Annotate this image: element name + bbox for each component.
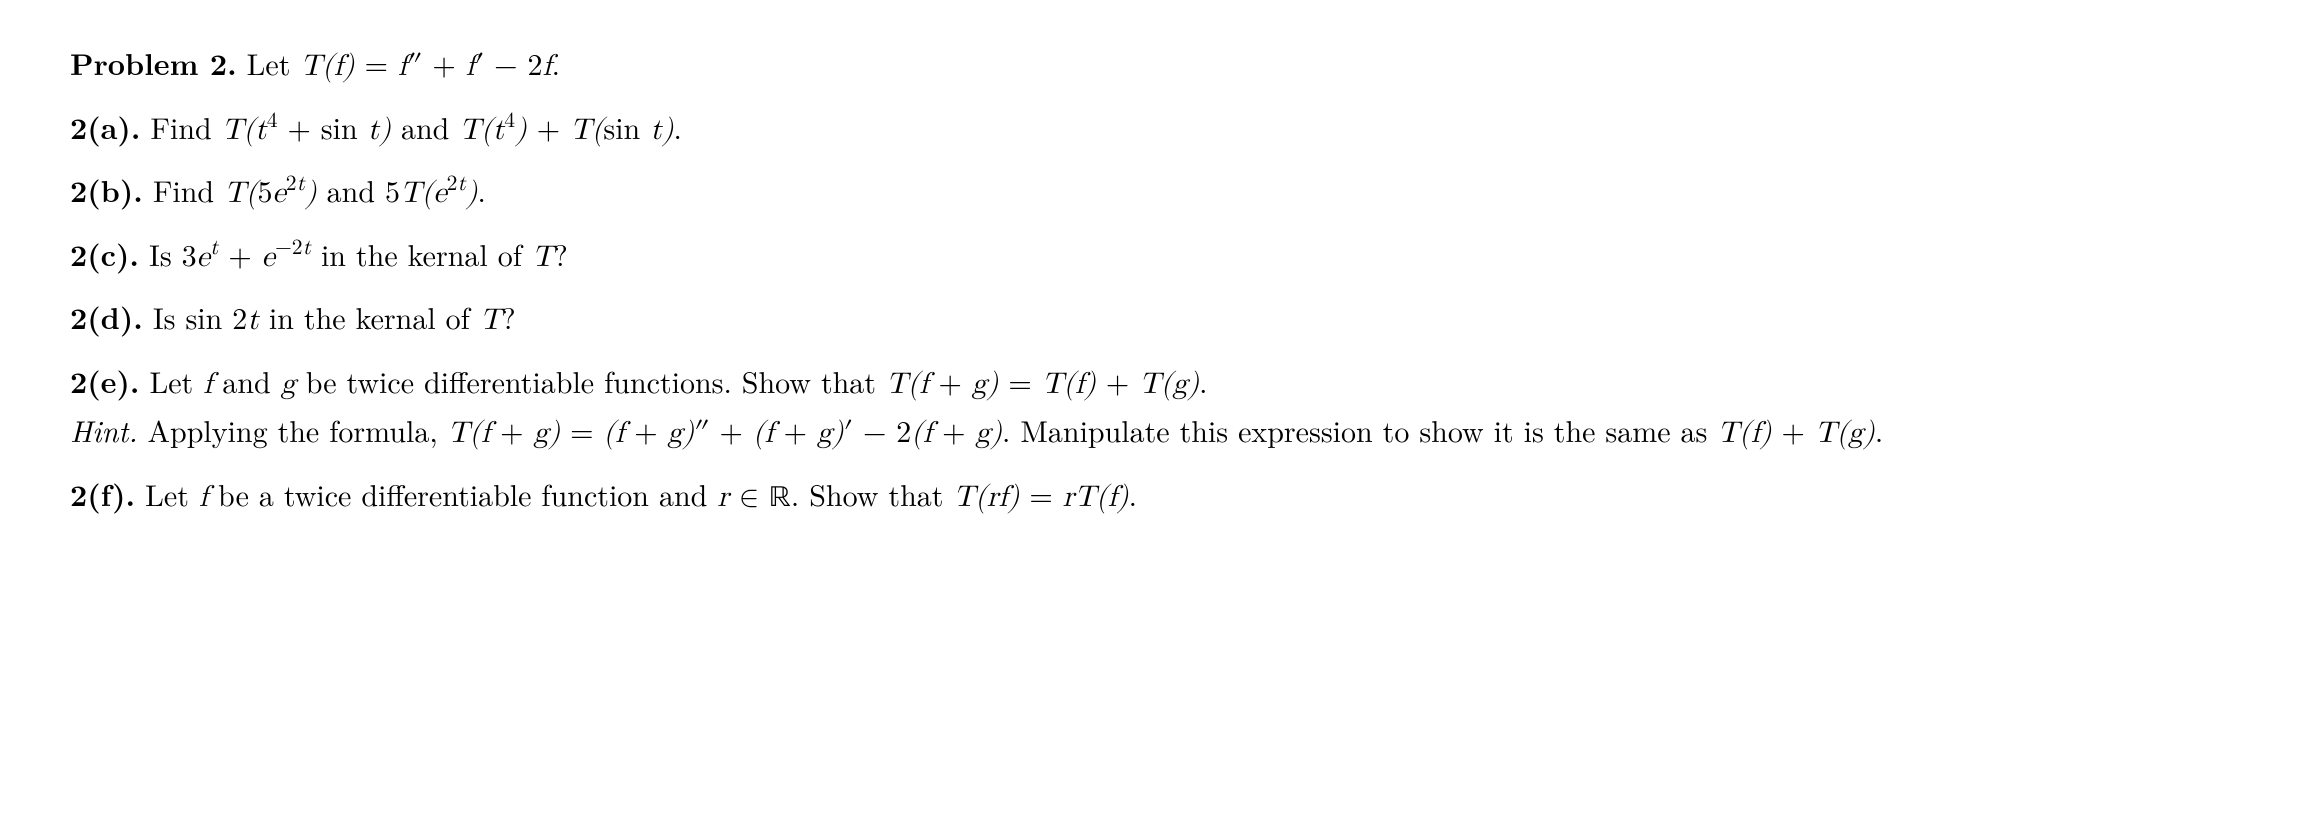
text: be a twice differentiable function and	[208, 472, 717, 515]
text: .	[1875, 408, 1883, 451]
text: .	[674, 105, 682, 148]
part-2e: 2(e). Let f and g be twice differentiabl…	[70, 358, 2228, 457]
math-expr: T(t4) + T(sin t)	[459, 115, 673, 145]
problem-statement: Problem 2. Let T(f) = f″ + f′ − 2f.	[70, 40, 2228, 90]
math-expr: r ∈ ℝ	[717, 482, 791, 512]
operator-T: T	[480, 305, 502, 335]
part-2b: 2(b). Find T(5e2t) and 5T(e2t).	[70, 167, 2228, 217]
problem-math: T(f) = f″ + f′ − 2f	[300, 51, 551, 81]
math-expr: T(f + g) = T(f) + T(g)	[886, 369, 1199, 399]
var-f: f	[199, 482, 208, 512]
part-label: 2(b).	[70, 168, 143, 211]
text: ?	[554, 232, 568, 275]
part-label: 2(c).	[70, 232, 139, 275]
part-label: 2(e).	[70, 359, 139, 402]
part-2d: 2(d). Is sin 2t in the kernal of T?	[70, 294, 2228, 344]
math-expr: T(rf) = rT(f)	[953, 482, 1128, 512]
part-label: 2(a).	[70, 105, 140, 148]
var-g: g	[281, 369, 296, 399]
text: Find	[150, 105, 221, 148]
text: .	[1129, 472, 1137, 515]
text: and	[391, 105, 459, 148]
text: in the kernal of	[311, 232, 532, 275]
text: in the kernal of	[259, 295, 480, 338]
part-2a: 2(a). Find T(t4 + sin t) and T(t4) + T(s…	[70, 104, 2228, 154]
part-2c: 2(c). Is 3et + e−2t in the kernal of T?	[70, 231, 2228, 281]
text: Let	[145, 472, 199, 515]
problem-text-after: .	[552, 41, 560, 84]
part-2f: 2(f). Let f be a twice differentiable fu…	[70, 471, 2228, 523]
text: Applying the formula,	[138, 408, 448, 451]
text: Is	[149, 232, 182, 275]
math-expr: T(f) + T(g)	[1717, 418, 1874, 448]
math-expr: T(t4 + sin t)	[222, 115, 391, 145]
math-expr: 3et + e−2t	[182, 242, 311, 272]
problem-text-before: Let	[247, 41, 301, 84]
text: .	[478, 168, 486, 211]
text: . Show that	[791, 472, 954, 515]
operator-T: T	[532, 242, 554, 272]
text: ?	[502, 295, 516, 338]
part-label: 2(f).	[70, 472, 135, 515]
hint-label: Hint.	[70, 408, 138, 451]
text: be twice differentiable functions. Show …	[296, 359, 886, 402]
text: .	[1199, 359, 1207, 402]
part-label: 2(d).	[70, 295, 143, 338]
math-expr: T(f + g) = (f + g)″ + (f + g)′ − 2(f + g…	[448, 418, 1002, 448]
math-expr: 5T(e2t)	[385, 178, 478, 208]
math-expr: sin 2t	[185, 305, 258, 335]
text: Let	[149, 359, 203, 402]
text: and	[317, 168, 385, 211]
text: and	[212, 359, 280, 402]
text: Find	[153, 168, 224, 211]
text: . Manipulate this expression to show it …	[1002, 408, 1717, 451]
math-expr: T(5e2t)	[224, 178, 317, 208]
text: Is	[153, 295, 186, 338]
var-f: f	[203, 369, 212, 399]
problem-label: Problem 2.	[70, 41, 237, 84]
